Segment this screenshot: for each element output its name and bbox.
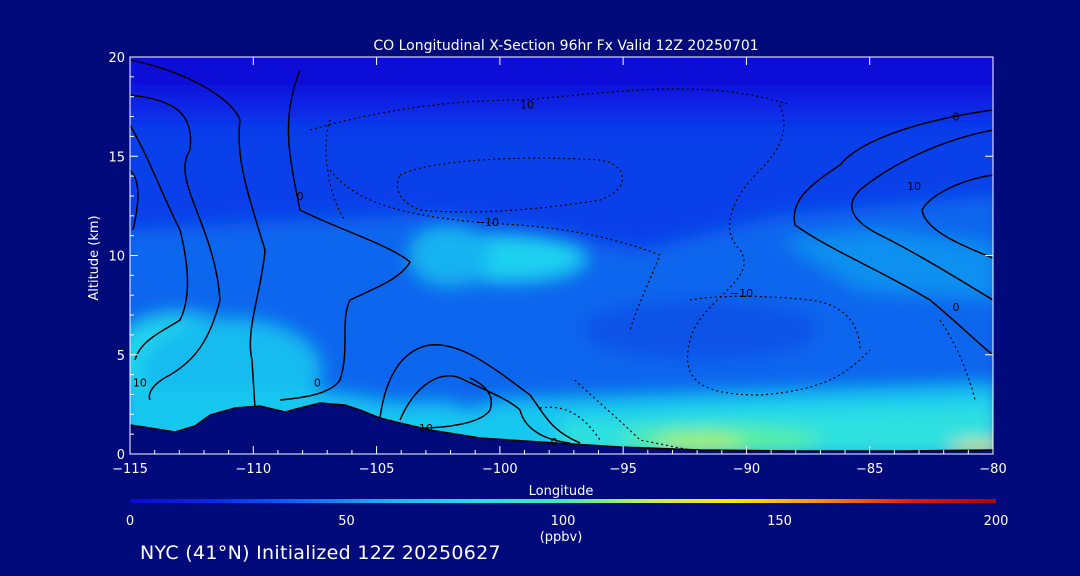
x-axis: −115 −110 −105 −100 −95 −90 −85 −80 (112, 57, 1007, 477)
contour-label: 0 (953, 301, 960, 314)
x-tick-label: −95 (609, 462, 636, 477)
colorbar-tick-label: 50 (338, 514, 355, 529)
y-tick-label: 0 (117, 448, 125, 463)
dashed-contours (309, 88, 976, 453)
contour-label: 0 (551, 436, 558, 449)
x-tick-label: −90 (733, 462, 760, 477)
y-axis-label: Altitude (km) (87, 215, 102, 300)
contour-label: 10 (907, 180, 921, 193)
contour-label: 0 (953, 111, 960, 124)
colorbar-unit-label: (ppbv) (540, 530, 583, 545)
y-tick-label: 20 (108, 51, 125, 66)
y-axis: 0 5 10 15 20 (108, 51, 993, 463)
contour-label: −10 (476, 216, 499, 229)
contour-label: 10 (520, 99, 534, 112)
footer-initialized-text: NYC (41°N) Initialized 12Z 20250627 (140, 542, 501, 564)
colorbar-tick-label: 150 (767, 514, 792, 529)
contour-label: 10 (419, 422, 433, 435)
chart-title: CO Longitudinal X-Section 96hr Fx Valid … (373, 38, 758, 54)
x-axis-label: Longitude (529, 484, 594, 499)
colorbar-tick-label: 200 (984, 514, 1009, 529)
y-tick-label: 10 (108, 250, 125, 265)
terrain-mask (130, 403, 993, 454)
colorbar-ticks: 0 50 100 150 200 (126, 514, 1009, 529)
contour-label: 0 (297, 190, 304, 203)
x-tick-label: −80 (979, 462, 1006, 477)
x-tick-label: −115 (112, 462, 148, 477)
contour-label: −10 (730, 287, 753, 300)
y-tick-label: 5 (117, 349, 125, 364)
contour-labels: 10 0 10 0 −10 −10 0 10 0 10 0 (133, 99, 960, 449)
co-concentration-field: 10 0 10 0 −10 −10 0 10 0 10 0 (130, 57, 993, 454)
x-tick-label: −110 (235, 462, 271, 477)
solid-contours (130, 59, 993, 444)
contour-label: 10 (133, 377, 147, 390)
x-tick-label: −105 (359, 462, 395, 477)
colorbar (130, 499, 996, 503)
colorbar-tick-label: 0 (126, 514, 134, 529)
x-tick-label: −100 (482, 462, 518, 477)
colorbar-tick-label: 100 (551, 514, 576, 529)
contour-label: 0 (314, 377, 321, 390)
y-tick-label: 15 (108, 150, 125, 165)
x-tick-label: −85 (856, 462, 883, 477)
